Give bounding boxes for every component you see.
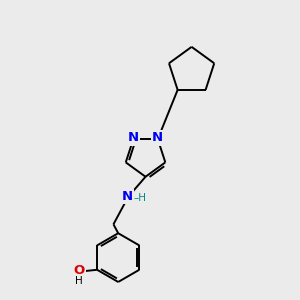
Text: O: O: [74, 264, 85, 277]
Text: N: N: [121, 190, 132, 203]
Text: –H: –H: [133, 193, 146, 203]
Text: H: H: [75, 276, 83, 286]
Text: N: N: [128, 131, 139, 144]
Text: N: N: [152, 131, 163, 144]
